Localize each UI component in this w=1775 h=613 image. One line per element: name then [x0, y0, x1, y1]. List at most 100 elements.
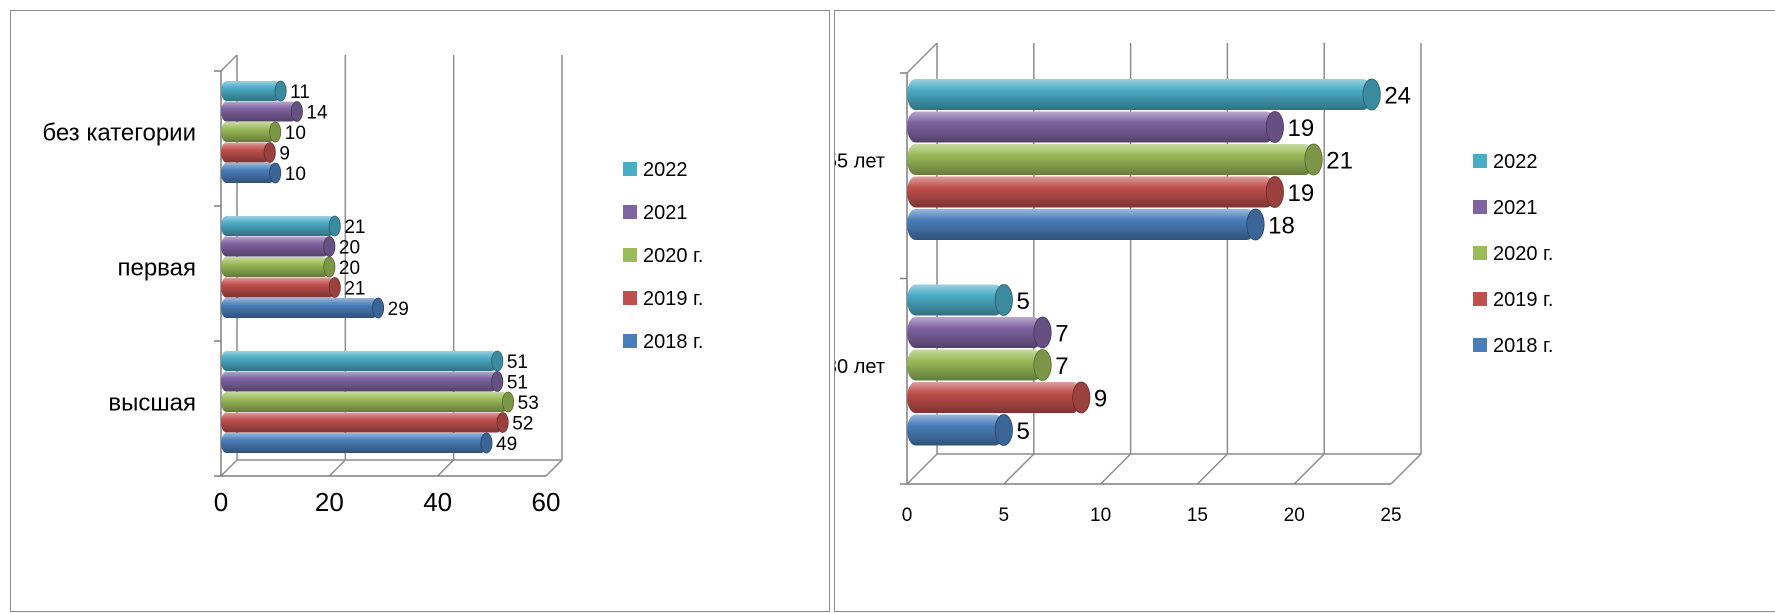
floor-line [1100, 453, 1132, 485]
legend-label: 2021 [643, 202, 688, 224]
bar-cap [1265, 111, 1284, 143]
bar-body [221, 163, 276, 183]
legend-label: 2022 [1493, 151, 1538, 173]
bar-body [907, 414, 1004, 446]
legend-label: 2021 [1493, 197, 1538, 219]
x-tick-label: 20 [1284, 505, 1305, 526]
bars [221, 80, 515, 454]
bar-body [221, 101, 297, 122]
bar [221, 297, 385, 319]
bar [907, 111, 1284, 143]
data-label: 21 [1326, 148, 1353, 175]
data-label: 19 [1288, 115, 1315, 142]
bar-body [221, 433, 487, 453]
legend-item: 2019 г. [623, 288, 703, 310]
bar-cap [372, 297, 385, 319]
legend-swatch [623, 334, 637, 348]
chart-panel-age: 0510152025до 30 лет57795более 55 лет2419… [834, 10, 1775, 612]
bar [907, 284, 1013, 316]
category-label: первая [117, 255, 196, 282]
bar-cap [263, 142, 276, 163]
bar-body [907, 144, 1314, 175]
data-label: 20 [339, 238, 360, 259]
chart-panel-categories: 0 20 40 60 высшая 51 51 53 52 49 первая 21 20 20 21 29 б… [10, 10, 830, 612]
axis-top-edge [220, 54, 238, 72]
data-label: 19 [1288, 180, 1315, 207]
x-tick-label: 0 [214, 487, 228, 517]
bar-body [221, 412, 503, 433]
legend-item: 2019 г. [1473, 289, 1553, 311]
bar-cap [480, 432, 493, 454]
bar-body [907, 111, 1275, 143]
bar [221, 215, 341, 237]
legend-label: 2018 г. [1493, 335, 1553, 357]
category-label: без категории [42, 120, 196, 147]
bar [907, 316, 1052, 349]
legend-label: 2020 г. [643, 245, 703, 267]
floor-line [328, 459, 346, 477]
legend-item: 2022 [623, 159, 688, 181]
bar-cap [323, 256, 336, 278]
data-label: 7 [1055, 321, 1068, 348]
data-label: 21 [344, 279, 365, 300]
bar [221, 80, 287, 102]
legend: 2022 2021 2020 г. 2019 г. 2018 г. [1473, 151, 1553, 357]
bar-cap [328, 215, 341, 237]
data-label: 10 [285, 123, 306, 144]
bar-cap [1265, 176, 1284, 208]
bar-cap [269, 162, 282, 184]
bar [221, 142, 276, 163]
bar-body [221, 371, 498, 392]
bar [221, 412, 509, 433]
data-label: 5 [1016, 418, 1029, 445]
bar-body [221, 81, 281, 101]
bar-cap [1304, 143, 1323, 176]
bar-body [221, 277, 335, 298]
legend-label: 2022 [643, 159, 688, 181]
bar [907, 143, 1323, 176]
legend-item: 2022 [1473, 151, 1538, 173]
axis-top-edge [906, 42, 938, 74]
bar-body [221, 298, 379, 318]
floor-line [1293, 453, 1325, 485]
legend-swatch [1473, 292, 1487, 306]
bar [221, 277, 341, 298]
data-label: 5 [1016, 288, 1029, 315]
bar-cap [274, 80, 287, 102]
legend-swatch [623, 248, 637, 262]
legend-item: 2021 [623, 202, 688, 224]
bar-body [221, 236, 330, 257]
bar [221, 391, 515, 413]
bar [907, 208, 1265, 241]
bar [221, 121, 282, 143]
x-tick-label: 25 [1380, 505, 1401, 526]
bar-cap [491, 350, 504, 372]
bar [907, 381, 1091, 414]
bar-body [907, 284, 1004, 316]
floor-line [437, 459, 455, 477]
bar-body [907, 382, 1082, 413]
category-label: более 55 лет [835, 150, 885, 172]
legend-swatch [1473, 246, 1487, 260]
data-label: 9 [279, 144, 290, 165]
bar [221, 350, 504, 372]
bar [221, 162, 282, 184]
data-label: 53 [518, 393, 539, 414]
bar [907, 349, 1052, 381]
bar-cap [491, 371, 504, 392]
data-label: 18 [1268, 213, 1295, 240]
data-label: 24 [1384, 83, 1411, 110]
bars [907, 78, 1381, 446]
bar-cap [994, 284, 1013, 316]
bar [221, 101, 303, 122]
floor-line [1390, 453, 1422, 485]
floor-line [220, 459, 238, 477]
legend-item: 2020 г. [623, 245, 703, 267]
category-label: высшая [108, 390, 196, 417]
bar-body [221, 142, 270, 163]
bar-body [221, 392, 509, 412]
x-tick-label: 0 [902, 505, 913, 526]
data-label: 10 [285, 164, 306, 185]
bar-chart-categories: 0 20 40 60высшая5151535249первая2120202129б… [42, 54, 703, 517]
legend-item: 2018 г. [623, 331, 703, 353]
